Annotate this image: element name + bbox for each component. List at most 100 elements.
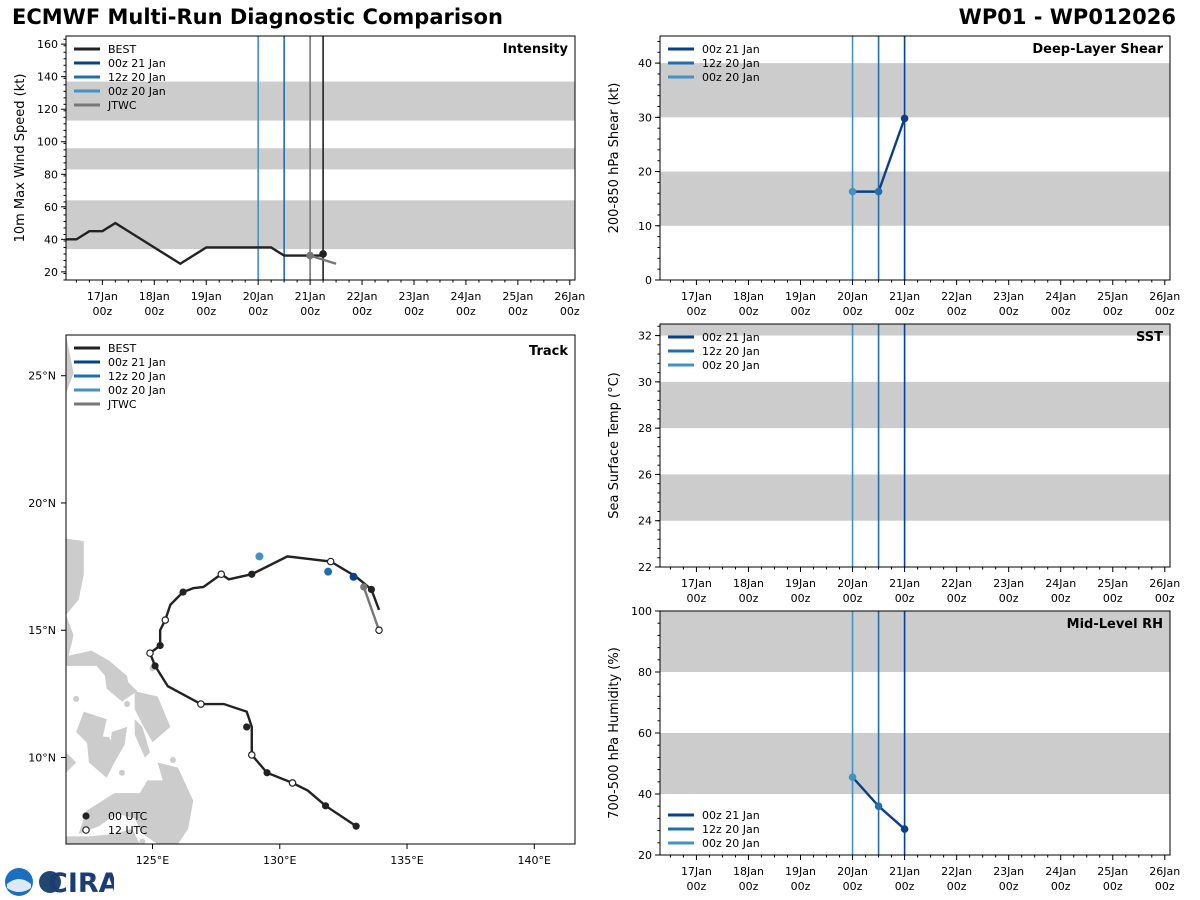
- x-tick-label: 22Jan: [347, 290, 378, 303]
- y-tick-label: 0: [645, 274, 652, 287]
- plot-frame: [65, 35, 576, 281]
- x-tick-label: 00z: [1155, 305, 1175, 318]
- shaded-band: [66, 81, 575, 121]
- x-tick-label: 00z: [791, 880, 811, 893]
- run-init-point: [324, 567, 333, 576]
- y-tick-label: 26: [638, 468, 652, 481]
- legend-label: 12z 20 Jan: [108, 71, 166, 84]
- x-tick-label: 00z: [1051, 592, 1071, 605]
- x-tick-label: 00z: [895, 880, 915, 893]
- globe-icon: [39, 871, 61, 893]
- cira-logo: CIRA: [5, 868, 114, 898]
- x-tick-label: 00z: [843, 305, 863, 318]
- x-tick-label: 18Jan: [733, 865, 764, 878]
- jtwc-track-line: [362, 586, 381, 631]
- x-tick-label: 00z: [999, 880, 1019, 893]
- data-point: [900, 114, 909, 123]
- page-title: ECMWF Multi-Run Diagnostic Comparison: [12, 5, 503, 29]
- x-tick-label: 00z: [947, 305, 967, 318]
- x-tick-label: 26Jan: [554, 290, 585, 303]
- legend-label: 00z 20 Jan: [702, 71, 760, 84]
- x-tick-label: 23Jan: [993, 865, 1024, 878]
- x-tick-label: 130°E: [263, 854, 296, 867]
- land-polygon: [78, 762, 194, 844]
- island: [93, 655, 100, 662]
- panel-title: Intensity: [503, 42, 569, 57]
- x-tick-label: 00z: [895, 592, 915, 605]
- x-tick-label: 00z: [92, 305, 112, 318]
- legend-label: 00z 20 Jan: [702, 359, 760, 372]
- shaded-band: [660, 324, 1170, 336]
- x-tick-label: 00z: [687, 305, 707, 318]
- plot-frame: [659, 35, 1171, 281]
- x-tick-label: 22Jan: [941, 290, 972, 303]
- x-tick-label: 00z: [947, 592, 967, 605]
- track-point-12utc: [197, 700, 205, 708]
- x-tick-label: 00z: [895, 305, 915, 318]
- data-point: [848, 773, 857, 782]
- legend-marker-00utc: [82, 812, 90, 820]
- panel-title: Track: [529, 344, 568, 359]
- data-point: [319, 250, 327, 258]
- track-point-00utc: [248, 570, 256, 578]
- run-init-point: [255, 552, 264, 561]
- x-tick-label: 17Jan: [681, 290, 712, 303]
- y-tick-label: 22: [638, 561, 652, 574]
- shaded-band: [66, 200, 575, 250]
- x-tick-label: 24Jan: [1045, 577, 1076, 590]
- track-group: [146, 552, 383, 830]
- x-tick-label: 18Jan: [139, 290, 170, 303]
- series-line: [309, 254, 337, 265]
- y-tick-label: 10°N: [28, 751, 56, 764]
- data-point: [874, 187, 883, 196]
- legend-label: 00z 21 Jan: [702, 331, 760, 344]
- land-polygon: [109, 726, 128, 763]
- x-tick-label: 23Jan: [993, 577, 1024, 590]
- track-point-00utc: [151, 662, 159, 670]
- x-tick-label: 26Jan: [1149, 290, 1180, 303]
- x-tick-label: 21Jan: [889, 577, 920, 590]
- y-tick-label: 140: [37, 71, 58, 84]
- island: [124, 701, 131, 708]
- x-tick-label: 20Jan: [837, 290, 868, 303]
- y-axis-label: 10m Max Wind Speed (kt): [13, 74, 28, 243]
- x-tick-label: 18Jan: [733, 290, 764, 303]
- y-tick-label: 60: [44, 201, 58, 214]
- panel-title: Deep-Layer Shear: [1032, 42, 1163, 57]
- x-tick-label: 21Jan: [889, 865, 920, 878]
- y-tick-label: 20: [44, 266, 58, 279]
- shaded-band: [660, 474, 1170, 521]
- land-polygon: [66, 335, 74, 394]
- legend-label: 12z 20 Jan: [702, 823, 760, 836]
- x-tick-label: 00z: [739, 592, 759, 605]
- x-tick-label: 00z: [352, 305, 372, 318]
- sst-panel: 22 24 26 28 30 32 17Jan 00z 18Jan 00z 19Jan 00z 20Ja…: [607, 323, 1180, 605]
- x-tick-label: 24Jan: [1045, 290, 1076, 303]
- x-tick-label: 00z: [999, 592, 1019, 605]
- storm-id: WP01 - WP012026: [958, 5, 1176, 29]
- legend-label: 00 UTC: [108, 810, 148, 823]
- y-tick-label: 80: [638, 666, 652, 679]
- track-point-00utc: [321, 802, 330, 810]
- x-tick-label: 22Jan: [941, 577, 972, 590]
- x-tick-label: 20Jan: [837, 865, 868, 878]
- x-tick-label: 21Jan: [889, 290, 920, 303]
- x-tick-label: 00z: [560, 305, 580, 318]
- x-tick-label: 26Jan: [1149, 865, 1180, 878]
- legend-label: JTWC: [107, 398, 137, 411]
- x-tick-label: 00z: [404, 305, 424, 318]
- shaded-band: [660, 171, 1170, 226]
- y-tick-label: 24: [638, 515, 652, 528]
- legend-label: 00z 20 Jan: [702, 837, 760, 850]
- map-frame: [65, 334, 576, 845]
- legend-label: JTWC: [107, 99, 137, 112]
- x-tick-label: 25Jan: [1097, 577, 1128, 590]
- run-init-point: [349, 572, 358, 581]
- y-tick-label: 120: [37, 103, 58, 116]
- land-polygon: [66, 752, 77, 773]
- x-tick-label: 00z: [687, 880, 707, 893]
- legend-label: 00z 21 Jan: [702, 43, 760, 56]
- y-tick-label: 30: [638, 376, 652, 389]
- track-point-12utc: [247, 751, 256, 759]
- land-polygon: [134, 719, 150, 758]
